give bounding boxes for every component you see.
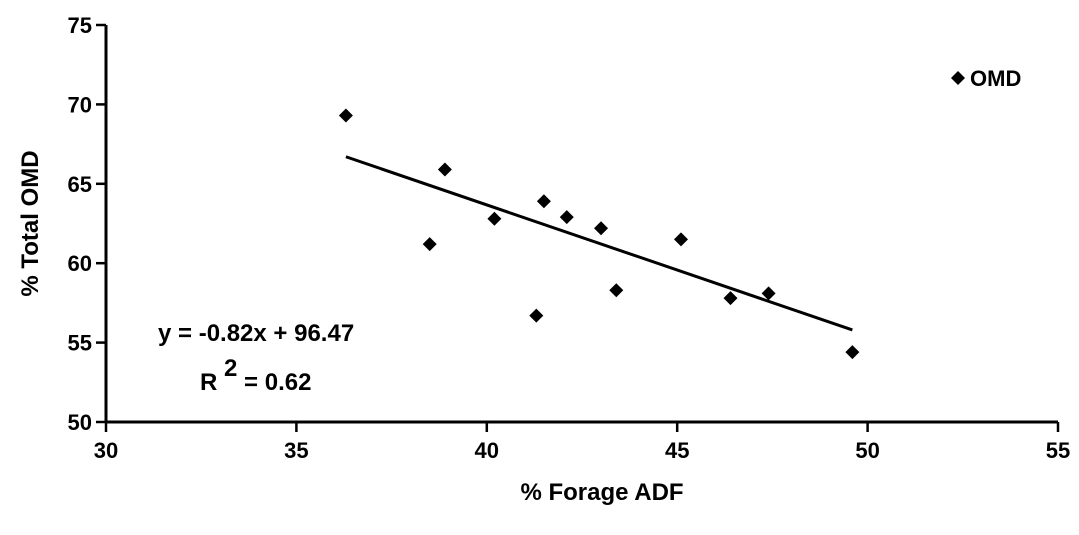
trendline bbox=[345, 155, 853, 332]
data-point bbox=[559, 210, 574, 225]
x-axis-title: % Forage ADF bbox=[520, 479, 683, 506]
data-point bbox=[609, 283, 624, 298]
x-tick-label: 40 bbox=[475, 438, 499, 463]
x-tick-label: 35 bbox=[284, 438, 308, 463]
data-points bbox=[338, 108, 860, 360]
x-tick-label: 30 bbox=[94, 438, 118, 463]
r-squared-superscript: 2 bbox=[224, 355, 237, 382]
data-point bbox=[422, 237, 437, 252]
y-tick-label: 55 bbox=[68, 331, 92, 356]
legend-label: OMD bbox=[970, 66, 1021, 91]
data-point bbox=[674, 232, 689, 247]
data-point bbox=[487, 211, 502, 226]
x-tick-label: 45 bbox=[665, 438, 689, 463]
r-squared-symbol: R bbox=[200, 369, 217, 396]
y-tick-label: 60 bbox=[68, 251, 92, 276]
data-point bbox=[529, 308, 544, 323]
legend: OMD bbox=[951, 66, 1021, 91]
y-tick-label: 50 bbox=[68, 410, 92, 435]
trendline-equation: y = -0.82x + 96.47 bbox=[158, 320, 354, 347]
data-point bbox=[723, 291, 738, 306]
y-tick-label: 70 bbox=[68, 92, 92, 117]
data-point bbox=[536, 194, 551, 209]
data-point bbox=[338, 108, 353, 123]
data-point bbox=[594, 221, 609, 236]
r-squared-value: = 0.62 bbox=[244, 369, 311, 396]
data-point bbox=[437, 162, 452, 177]
x-tick-label: 50 bbox=[855, 438, 879, 463]
x-tick-label: 55 bbox=[1046, 438, 1070, 463]
trendline-group bbox=[345, 155, 853, 332]
y-tick-label: 65 bbox=[68, 172, 92, 197]
data-point bbox=[845, 345, 860, 360]
axes: 30 35 40 45 50 55 50 55 60 65 70 75 bbox=[68, 13, 1071, 463]
r-squared-annotation: R 2 = 0.62 bbox=[200, 355, 311, 396]
legend-marker-diamond-icon bbox=[951, 71, 965, 85]
y-tick-label: 75 bbox=[68, 13, 92, 38]
data-point bbox=[761, 286, 776, 301]
y-axis-title: % Total OMD bbox=[17, 150, 44, 296]
